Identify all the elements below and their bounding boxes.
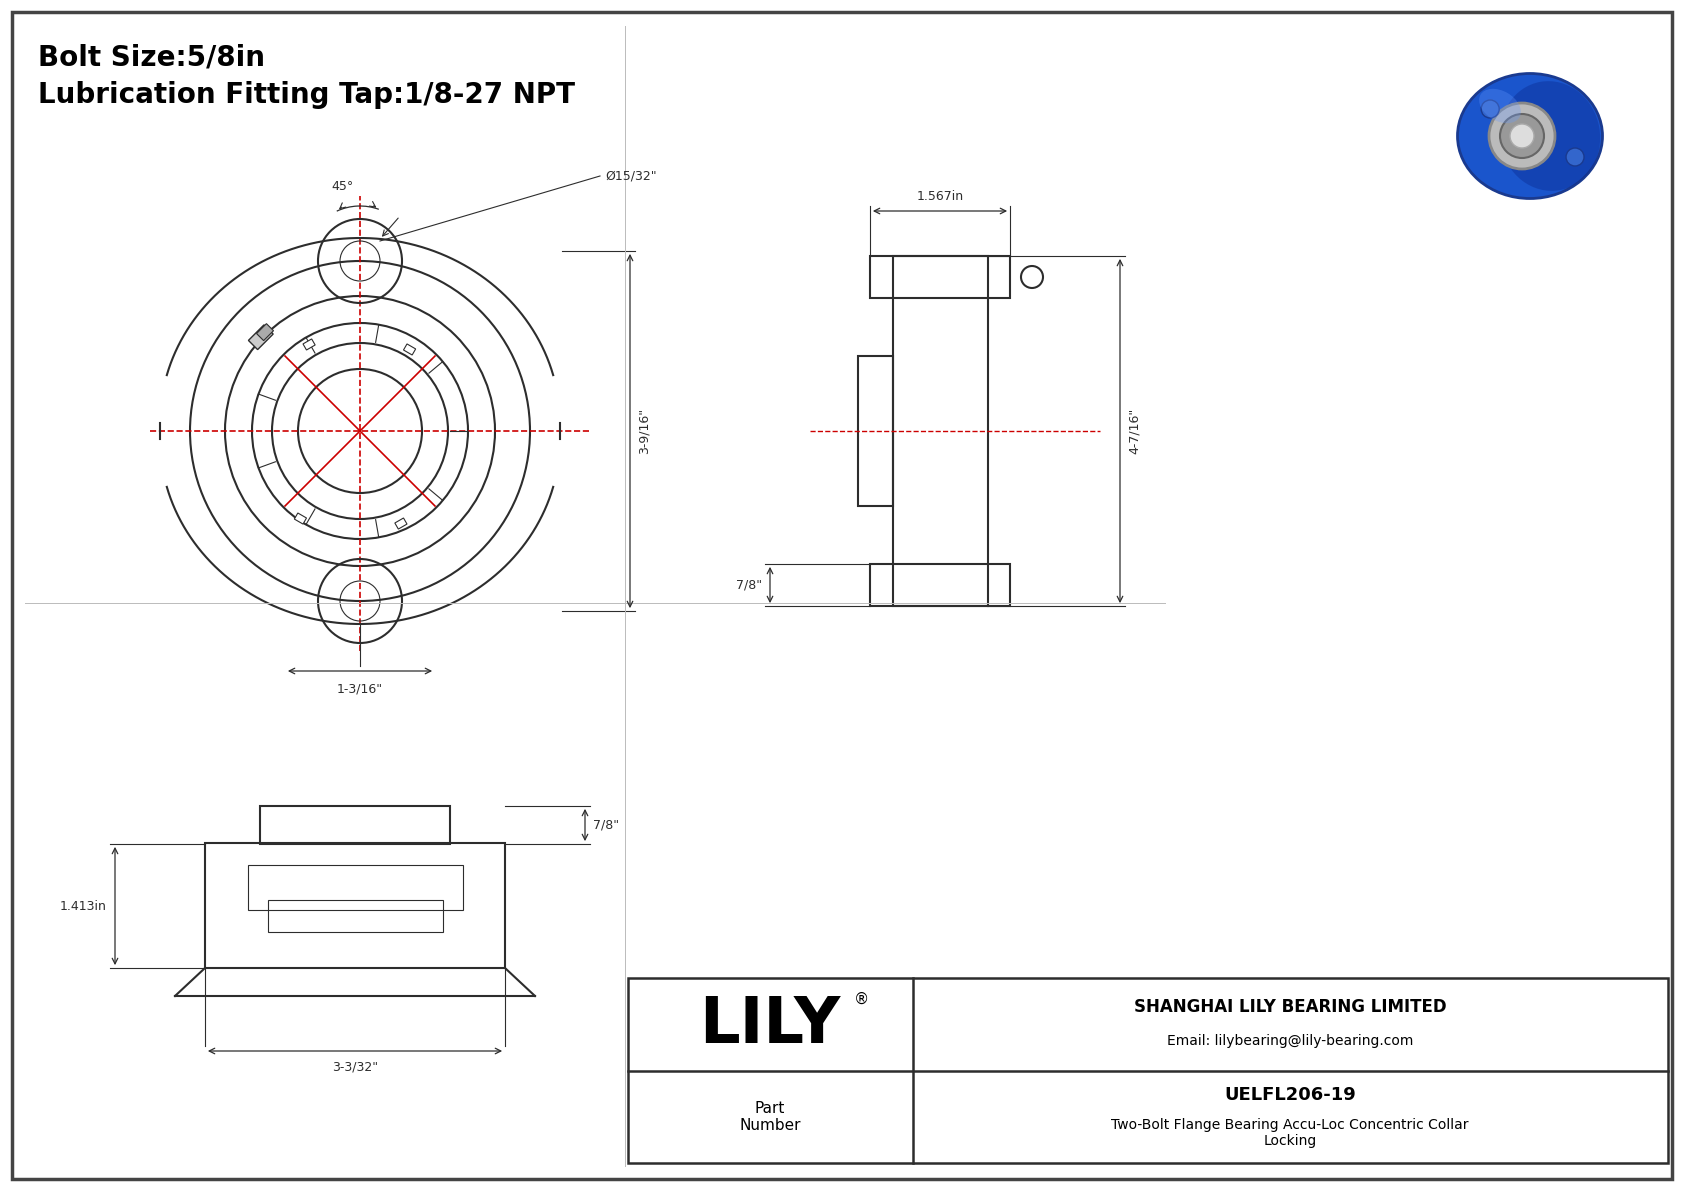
Bar bbox=[295, 513, 306, 524]
Ellipse shape bbox=[1500, 81, 1600, 191]
Text: UELFL206-19: UELFL206-19 bbox=[1224, 1086, 1356, 1104]
Circle shape bbox=[1482, 100, 1499, 118]
Bar bbox=[303, 339, 315, 350]
Text: 7/8": 7/8" bbox=[736, 579, 761, 592]
Text: Part
Number: Part Number bbox=[739, 1100, 802, 1133]
Text: Email: lilybearing@lily-bearing.com: Email: lilybearing@lily-bearing.com bbox=[1167, 1034, 1413, 1048]
Bar bbox=[404, 344, 416, 355]
Text: Ø15/32": Ø15/32" bbox=[605, 169, 657, 182]
Ellipse shape bbox=[1479, 89, 1521, 123]
Text: SHANGHAI LILY BEARING LIMITED: SHANGHAI LILY BEARING LIMITED bbox=[1133, 998, 1447, 1016]
Text: 1-3/16": 1-3/16" bbox=[337, 682, 382, 696]
Bar bbox=[893, 256, 989, 606]
Circle shape bbox=[1500, 114, 1544, 158]
Bar bbox=[256, 324, 273, 341]
Bar bbox=[859, 356, 893, 506]
Bar bbox=[205, 843, 505, 968]
Text: 3-9/16": 3-9/16" bbox=[638, 409, 652, 454]
Bar bbox=[871, 256, 1010, 298]
Text: 1.413in: 1.413in bbox=[61, 899, 108, 912]
Text: Lubrication Fitting Tap:1/8-27 NPT: Lubrication Fitting Tap:1/8-27 NPT bbox=[39, 81, 574, 110]
Text: 45°: 45° bbox=[330, 180, 354, 193]
Circle shape bbox=[1489, 102, 1554, 169]
Text: Two-Bolt Flange Bearing Accu-Loc Concentric Collar
Locking: Two-Bolt Flange Bearing Accu-Loc Concent… bbox=[1111, 1118, 1468, 1148]
Text: 3-3/32": 3-3/32" bbox=[332, 1061, 379, 1074]
Text: Bolt Size:5/8in: Bolt Size:5/8in bbox=[39, 43, 264, 71]
Bar bbox=[248, 865, 463, 910]
Text: 4-7/16": 4-7/16" bbox=[1128, 407, 1142, 454]
Bar bbox=[268, 900, 443, 933]
Text: LILY: LILY bbox=[699, 994, 840, 1056]
Bar bbox=[628, 978, 1667, 1162]
Bar bbox=[394, 518, 408, 529]
Text: ®: ® bbox=[854, 991, 869, 1006]
Text: 1.567in: 1.567in bbox=[916, 191, 963, 202]
Ellipse shape bbox=[1457, 74, 1603, 199]
Bar bbox=[259, 806, 450, 844]
Circle shape bbox=[1566, 148, 1585, 166]
Bar bbox=[249, 325, 273, 350]
Bar bbox=[871, 565, 1010, 606]
Text: 7/8": 7/8" bbox=[593, 818, 620, 831]
Circle shape bbox=[1511, 124, 1534, 148]
